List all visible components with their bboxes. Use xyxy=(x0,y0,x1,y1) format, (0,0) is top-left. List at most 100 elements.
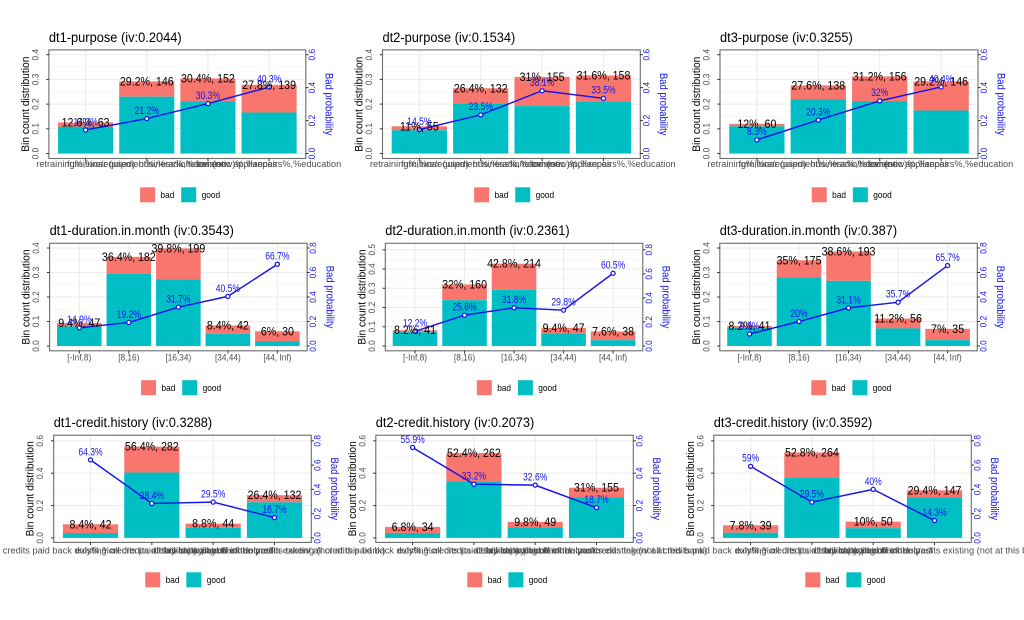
svg-text:0.2: 0.2 xyxy=(367,302,377,314)
svg-text:8.4%, 42: 8.4%, 42 xyxy=(207,318,249,332)
svg-text:dt3-credit.history (iv:0.3592: dt3-credit.history (iv:0.3592) xyxy=(714,415,873,430)
svg-text:7%, 35: 7%, 35 xyxy=(931,322,964,336)
svg-text:existing credits paid back dul: existing credits paid back duly till now xyxy=(75,546,228,556)
svg-text:no credits taken/ all credits: no credits taken/ all credits paid back … xyxy=(0,546,260,556)
svg-text:Bin count distribution: Bin count distribution xyxy=(685,441,697,536)
svg-text:[16,34): [16,34) xyxy=(501,352,527,362)
svg-text:0.2: 0.2 xyxy=(644,316,654,328)
svg-text:0.2: 0.2 xyxy=(31,291,41,303)
svg-text:[16,34): [16,34) xyxy=(836,352,862,362)
svg-text:30.3%: 30.3% xyxy=(196,90,220,102)
svg-text:0.0: 0.0 xyxy=(31,340,41,352)
svg-text:Bad probability: Bad probability xyxy=(328,458,340,521)
svg-text:delay in paying off in the pas: delay in paying off in the past xyxy=(814,546,934,556)
svg-text:27.6%, 138: 27.6%, 138 xyxy=(791,78,845,92)
svg-text:dt1-duration.in.month (iv:0.3: dt1-duration.in.month (iv:0.3543) xyxy=(50,223,234,238)
svg-text:40.4%: 40.4% xyxy=(929,73,953,85)
svg-text:good: good xyxy=(203,383,222,394)
svg-text:0.0: 0.0 xyxy=(307,148,317,160)
svg-text:0.4: 0.4 xyxy=(644,292,654,304)
svg-text:good: good xyxy=(867,575,886,586)
svg-text:0.4: 0.4 xyxy=(695,467,705,479)
svg-text:0.6: 0.6 xyxy=(35,435,45,447)
svg-text:0.6: 0.6 xyxy=(695,435,705,447)
svg-text:0.0: 0.0 xyxy=(979,148,989,160)
svg-text:no credits taken/ all credits: no credits taken/ all credits paid back … xyxy=(243,546,582,556)
svg-text:Bad probability: Bad probability xyxy=(659,266,671,329)
svg-text:16.7%: 16.7% xyxy=(262,504,286,516)
svg-text:0.0: 0.0 xyxy=(30,148,40,160)
svg-text:0.0: 0.0 xyxy=(702,148,712,160)
svg-text:0.2: 0.2 xyxy=(312,508,322,520)
svg-text:bad: bad xyxy=(488,575,502,586)
svg-text:0.4: 0.4 xyxy=(308,291,318,303)
svg-text:0.0: 0.0 xyxy=(972,532,982,544)
svg-text:0.6: 0.6 xyxy=(972,459,982,471)
svg-text:38.1%: 38.1% xyxy=(530,77,554,89)
svg-text:55.9%: 55.9% xyxy=(400,434,424,446)
svg-text:existing credits paid back dul: existing credits paid back duly till now xyxy=(735,546,888,556)
svg-text:11%, 55: 11%, 55 xyxy=(400,119,439,133)
svg-text:0.4: 0.4 xyxy=(979,82,989,94)
svg-text:Bad probability: Bad probability xyxy=(322,73,334,136)
svg-text:Bin count distribution: Bin count distribution xyxy=(21,249,33,344)
svg-text:dt3-purpose (iv:0.3255): dt3-purpose (iv:0.3255) xyxy=(720,30,853,45)
svg-text:0.2: 0.2 xyxy=(30,98,40,110)
svg-text:0.2: 0.2 xyxy=(308,316,318,328)
svg-text:Bad probability: Bad probability xyxy=(994,266,1006,329)
svg-text:car (new)%,%repairs%,%educatio: car (new)%,%repairs%,%education xyxy=(531,159,675,169)
svg-text:26.4%, 132: 26.4%, 132 xyxy=(454,81,508,95)
svg-text:52.4%, 262: 52.4%, 262 xyxy=(447,446,501,460)
svg-text:21.2%: 21.2% xyxy=(135,105,159,117)
svg-text:dt2-credit.history (iv:0.2073: dt2-credit.history (iv:0.2073) xyxy=(376,415,535,430)
svg-text:0.0: 0.0 xyxy=(364,148,374,160)
svg-text:0.8: 0.8 xyxy=(312,435,322,447)
svg-text:32.6%: 32.6% xyxy=(523,472,547,484)
svg-text:0.4: 0.4 xyxy=(357,467,367,479)
svg-text:furniture/equipment%,%radio/te: furniture/equipment%,%radio/television xyxy=(67,159,227,169)
svg-text:6.8%, 34: 6.8%, 34 xyxy=(392,520,434,534)
svg-text:35.7%: 35.7% xyxy=(886,289,910,301)
svg-text:14.5%: 14.5% xyxy=(407,116,431,128)
svg-text:0.8: 0.8 xyxy=(308,242,318,254)
svg-text:25.6%: 25.6% xyxy=(452,302,476,314)
svg-text:0.4: 0.4 xyxy=(35,467,45,479)
svg-text:36.4%, 182: 36.4%, 182 xyxy=(102,250,156,264)
svg-text:8.4%, 42: 8.4%, 42 xyxy=(70,517,112,531)
svg-text:0.0: 0.0 xyxy=(357,532,367,544)
svg-text:31.2%, 156: 31.2%, 156 xyxy=(853,69,907,83)
svg-text:Bad probability: Bad probability xyxy=(657,73,669,136)
svg-text:[44, Inf): [44, Inf) xyxy=(263,352,291,362)
svg-text:dt2-purpose (iv:0.1534): dt2-purpose (iv:0.1534) xyxy=(383,30,516,45)
svg-text:[16,34): [16,34) xyxy=(165,352,191,362)
svg-text:12.6%, 63: 12.6%, 63 xyxy=(62,115,110,129)
svg-text:Bin count distribution: Bin count distribution xyxy=(354,57,366,152)
svg-text:[-Inf,8): [-Inf,8) xyxy=(738,352,762,362)
svg-text:0.4: 0.4 xyxy=(634,467,644,479)
svg-text:26.4%, 132: 26.4%, 132 xyxy=(248,488,302,502)
svg-text:31%, 155: 31%, 155 xyxy=(574,481,619,495)
svg-text:dt3-duration.in.month (iv:0.3: dt3-duration.in.month (iv:0.387) xyxy=(720,223,897,238)
svg-text:14.3%: 14.3% xyxy=(73,116,97,128)
svg-text:29.2%, 146: 29.2%, 146 xyxy=(914,74,968,88)
svg-text:32%, 160: 32%, 160 xyxy=(442,277,487,291)
svg-text:0.1: 0.1 xyxy=(702,123,712,135)
svg-text:bad: bad xyxy=(832,190,846,201)
svg-text:9.8%: 9.8% xyxy=(740,320,760,332)
svg-text:0.2: 0.2 xyxy=(701,291,711,303)
svg-text:0.0: 0.0 xyxy=(644,340,654,352)
svg-text:car (new)%,%repairs%,%educatio: car (new)%,%repairs%,%education xyxy=(869,159,1013,169)
svg-text:0.2: 0.2 xyxy=(702,98,712,110)
svg-text:7.6%, 38: 7.6%, 38 xyxy=(592,324,634,338)
svg-text:bad: bad xyxy=(497,383,511,394)
svg-text:30.4%, 152: 30.4%, 152 xyxy=(181,71,235,85)
svg-text:0.8: 0.8 xyxy=(644,244,654,256)
svg-text:20.3%: 20.3% xyxy=(806,106,830,118)
svg-text:31.1%: 31.1% xyxy=(836,294,860,306)
svg-text:6%, 30: 6%, 30 xyxy=(261,324,294,338)
svg-text:0.2: 0.2 xyxy=(972,508,982,520)
svg-text:31%, 155: 31%, 155 xyxy=(520,70,565,84)
svg-text:31.8%: 31.8% xyxy=(502,294,526,306)
svg-text:14.9%: 14.9% xyxy=(67,314,91,326)
svg-text:[34,44): [34,44) xyxy=(885,352,911,362)
